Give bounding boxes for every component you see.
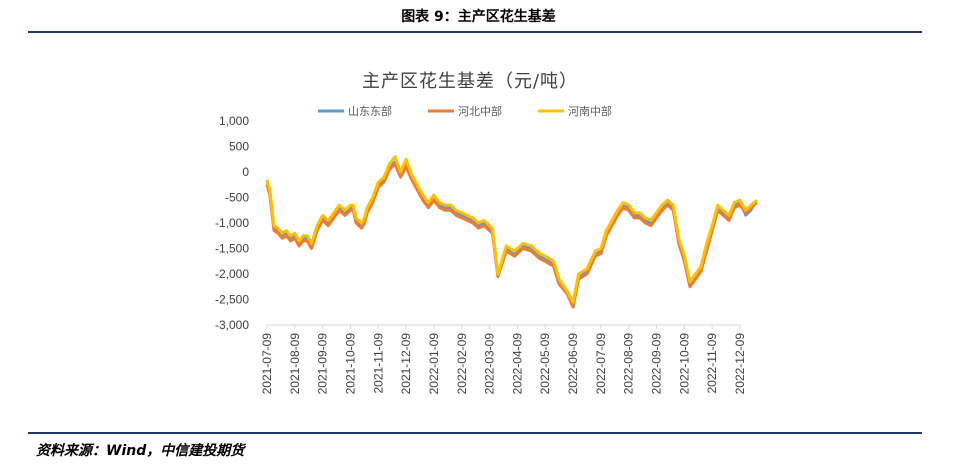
- x-tick-label: 2022-08-09: [622, 333, 636, 395]
- x-tick-label: 2022-03-09: [483, 333, 497, 395]
- y-tick-label: -1,500: [215, 242, 249, 256]
- series-line-2: [265, 162, 758, 309]
- x-tick-label: 2022-06-09: [566, 333, 580, 395]
- y-tick-label: -1,000: [215, 216, 249, 230]
- series-line-3: [265, 155, 758, 304]
- x-tick-label: 2021-12-09: [399, 333, 413, 395]
- series-line-1: [265, 160, 758, 309]
- y-tick-label: 0: [242, 165, 249, 179]
- x-tick-label: 2021-10-09: [343, 333, 357, 395]
- legend-label: 河南中部: [568, 104, 612, 118]
- y-tick-label: -500: [225, 191, 249, 205]
- x-tick-label: 2022-04-09: [510, 333, 524, 395]
- x-tick-label: 2021-09-09: [316, 333, 330, 395]
- x-tick-label: 2022-11-09: [705, 333, 719, 394]
- x-axis: 2021-07-09 2021-08-09 2021-09-09 2021-10-09…: [260, 324, 747, 395]
- legend-label: 河北中部: [458, 104, 502, 118]
- bottom-rule: [28, 432, 922, 434]
- y-tick-label: -3,000: [215, 318, 249, 332]
- x-tick-label: 2022-01-09: [427, 333, 441, 395]
- legend: 山东东部 河北中部 河南中部: [318, 104, 612, 118]
- x-tick-label: 2022-10-09: [677, 333, 691, 395]
- x-tick-label: 2022-02-09: [455, 333, 469, 395]
- x-tick-label: 2021-07-09: [260, 333, 274, 395]
- y-axis: 1,000 500 0 -500 -1,000 -1,500 -2,000 -2,500 -3,…: [215, 114, 249, 332]
- x-tick-label: 2022-09-09: [650, 333, 664, 395]
- top-rule: [28, 31, 922, 33]
- x-tick-label: 2022-12-09: [733, 333, 747, 395]
- y-tick-label: 500: [229, 140, 249, 154]
- chart-title: 主产区花生基差（元/吨）: [362, 71, 578, 92]
- x-tick-label: 2022-07-09: [594, 333, 608, 395]
- x-tick-label: 2022-05-09: [538, 333, 552, 395]
- y-tick-label: -2,500: [215, 293, 249, 307]
- figure-caption: 图表 9：主产区花生基差: [401, 9, 556, 25]
- x-tick-label: 2021-08-09: [288, 333, 302, 395]
- y-tick-label: 1,000: [219, 114, 249, 128]
- source-note: 资料来源：Wind，中信建投期货: [36, 443, 245, 459]
- plot-area: [265, 155, 758, 309]
- legend-label: 山东东部: [348, 104, 392, 118]
- y-tick-label: -2,000: [215, 267, 249, 281]
- x-tick-label: 2021-11-09: [371, 333, 385, 394]
